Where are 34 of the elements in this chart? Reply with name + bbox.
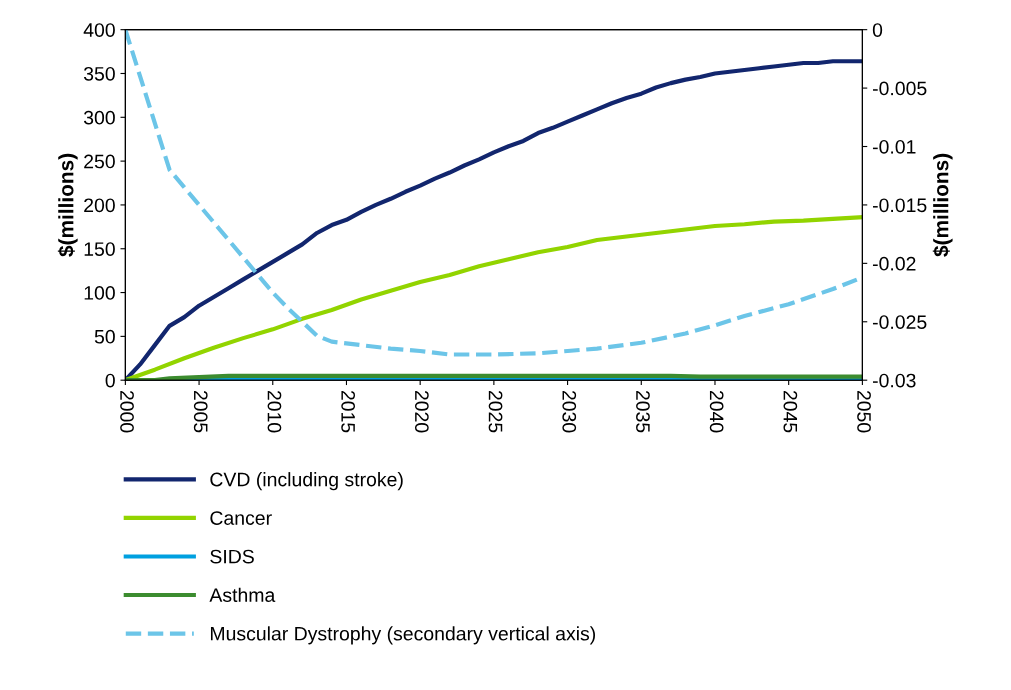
y2-axis-title: $(millions) (932, 153, 953, 257)
x-tick-label: 2015 (341, 390, 356, 433)
y2-tick-label: -0.03 (872, 373, 916, 388)
x-tick-label: 2025 (488, 390, 503, 433)
y-tick-label: 50 (94, 329, 115, 344)
y2-tick-label: -0.015 (872, 198, 927, 213)
y2-tick-label: 0 (872, 23, 883, 37)
y-tick-label: 200 (84, 198, 115, 213)
y2-tick-label: -0.01 (872, 139, 916, 154)
legend-label: Asthma (209, 587, 276, 602)
x-tick-label: 2030 (562, 390, 577, 433)
legend-label: CVD (including stroke) (210, 472, 403, 491)
legend-label: SIDS (210, 549, 254, 564)
x-tick-label: 2040 (709, 390, 724, 433)
y-tick-label: 250 (84, 154, 115, 169)
x-tick-label: 2005 (193, 390, 208, 433)
y2-tick-label: -0.025 (872, 315, 927, 330)
y-tick-label: 350 (83, 66, 115, 81)
y-tick-label: 400 (83, 23, 115, 37)
y2-tick-label: -0.02 (872, 256, 916, 271)
y-axis-title: $(millions) (57, 153, 78, 257)
x-tick-label: 2010 (267, 390, 282, 433)
x-tick-label: 2045 (783, 390, 798, 433)
x-tick-label: 2035 (636, 390, 650, 433)
y-tick-label: 0 (105, 373, 115, 388)
y-tick-label: 300 (83, 110, 115, 125)
legend-label: Muscular Dystrophy (secondary vertical axis) (210, 626, 596, 645)
y2-tick-label: -0.005 (872, 81, 927, 96)
y-tick-label: 100 (84, 286, 115, 300)
y-tick-label: 150 (84, 242, 115, 256)
legend-label: Cancer (210, 511, 272, 525)
x-tick-label: 2050 (857, 390, 871, 433)
x-tick-label: 2020 (414, 390, 429, 433)
x-tick-label: 2000 (120, 390, 134, 433)
